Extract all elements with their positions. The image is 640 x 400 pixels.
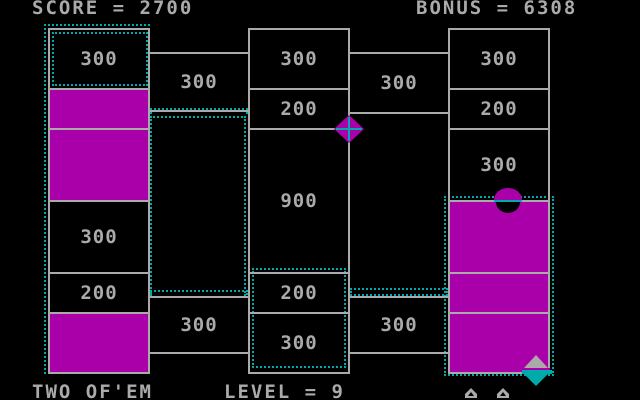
box-column1-5: 200 (48, 272, 150, 314)
score: SCORE = 2700 (32, 0, 194, 19)
trail (150, 116, 246, 296)
box-bridge-left-top: 300 (148, 52, 250, 112)
player-name: TWO OF'EM (32, 381, 153, 400)
bonus: BONUS = 6308 (416, 0, 578, 19)
box-column3-1: 300 (448, 28, 550, 90)
enemy-diamond-icon (334, 115, 364, 143)
box-column2-5: 300 (248, 312, 350, 374)
player-ship-icon (520, 355, 552, 386)
life-icon (465, 388, 477, 398)
box-column3-2: 200 (448, 88, 550, 130)
box-column1-2-filled (48, 88, 150, 130)
box-column1-3-filled (48, 128, 150, 202)
box-column1-6-filled (48, 312, 150, 374)
life-icon (497, 388, 509, 398)
box-bridge-left-bottom: 300 (148, 296, 250, 354)
trail (52, 32, 148, 86)
box-column2-3: 900 (248, 128, 350, 274)
box-column2-1: 300 (248, 28, 350, 90)
level: LEVEL = 9 (224, 381, 345, 400)
box-column1-1: 300 (48, 28, 150, 90)
box-column1-4: 300 (48, 200, 150, 274)
enemy-ball-icon (494, 188, 522, 213)
box-column3-5-filled (448, 272, 550, 314)
box-bridge-right-bottom: 300 (348, 296, 450, 354)
trail (350, 288, 448, 296)
trail (252, 268, 346, 368)
box-bridge-right-top: 300 (348, 52, 450, 114)
box-column2-4: 200 (248, 272, 350, 314)
